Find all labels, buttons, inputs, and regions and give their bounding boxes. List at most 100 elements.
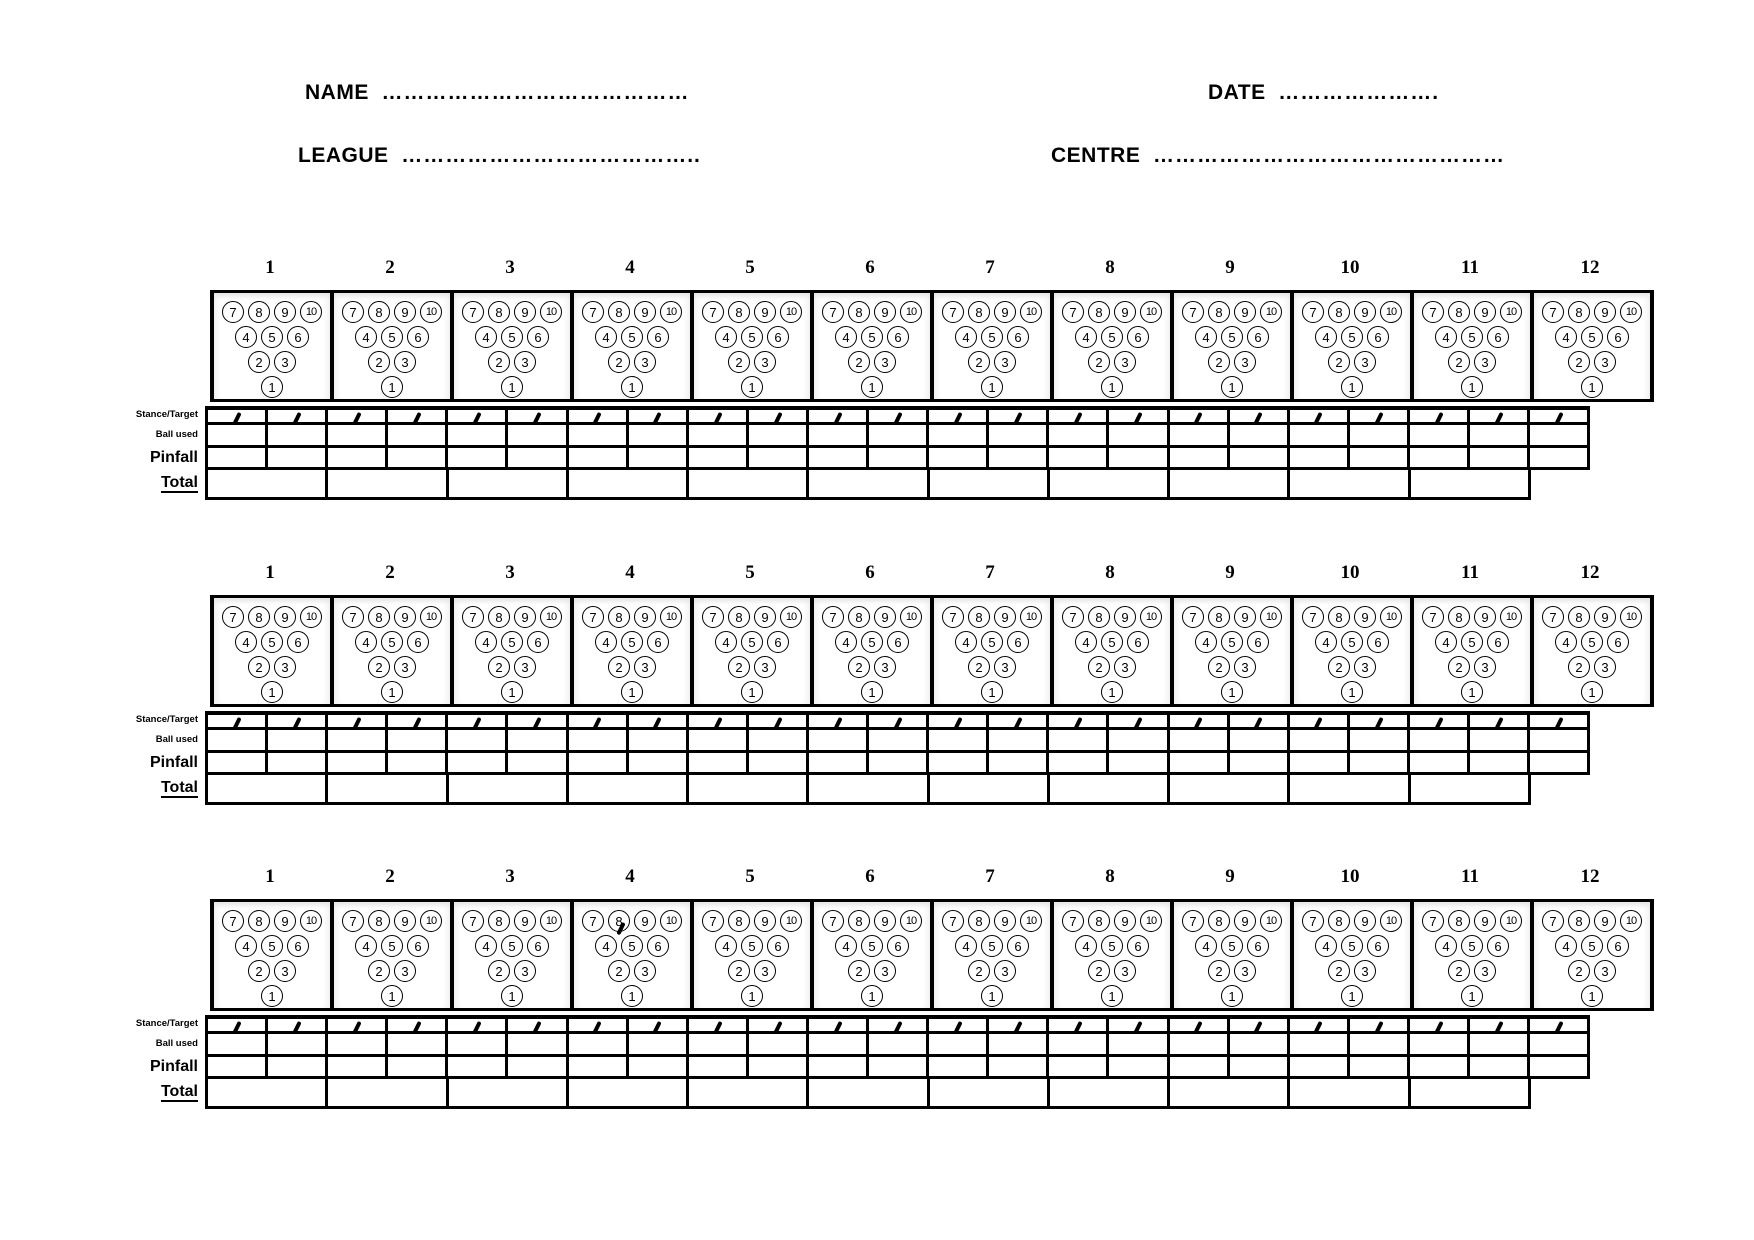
game-3-pinfall-cell [1109,1057,1170,1076]
game-1-ball-cell [989,425,1050,445]
game-3-stance-cell [208,1019,269,1035]
game-3-total-cell [1170,1079,1291,1106]
game-2-pinfall-row [205,750,1590,775]
pin-2-icon: 2 [968,960,990,982]
pin-6-icon: 6 [527,631,549,653]
pin-1-icon: 1 [261,376,283,398]
pin-9-icon: 9 [1114,606,1136,628]
game-1-frame-11-pin-diagram: 7 8 9 10 4 5 6 2 3 1 [1410,290,1530,402]
game-1-frame-6-number: 6 [865,257,875,278]
pin-9-icon: 9 [874,301,896,323]
game-3-pinfall-cell [208,1057,269,1076]
game-3-pinfall-cell [749,1057,809,1076]
game-2-stance-cell [869,715,930,731]
pin-5-icon: 5 [1101,935,1123,957]
pin-10-icon: 10 [1020,910,1042,932]
game-2-stance-cell [1170,715,1230,731]
pin-6-icon: 6 [767,631,789,653]
pin-5-icon: 5 [741,631,763,653]
game-1-ball-cell [629,425,689,445]
pin-row: 7 8 9 10 [1294,606,1410,628]
game-1-frame-1-number: 1 [265,257,275,278]
game-2-stance-cell [1109,715,1170,731]
game-3-pinfall-cell [268,1057,329,1076]
game-2-pinfall-cell [448,753,509,772]
pin-7-icon: 7 [462,301,484,323]
pin-6-icon: 6 [647,631,669,653]
pin-row: 1 [1414,376,1530,398]
pin-7-icon: 7 [462,910,484,932]
game-3-total-cell [689,1079,810,1106]
pin-2-icon: 2 [488,960,510,982]
pin-2-icon: 2 [488,351,510,373]
game-1-stance-cell [1410,410,1470,426]
pin-10-icon: 10 [1020,606,1042,628]
pin-1-icon: 1 [1581,376,1603,398]
pin-9-icon: 9 [394,606,416,628]
pin-8-icon: 8 [1328,301,1350,323]
game-2-ball-cell [569,730,629,750]
game-1-frames-row: 7 8 9 10 4 5 6 2 3 1 7 8 9 10 4 5 6 2 3 1 7 8 9 10 4 5 6 2 3 1 7 8 9 10 4 5… [210,290,1654,402]
pin-4-icon: 4 [835,935,857,957]
game-2-ball-cell [869,730,930,750]
game-2-pinfall-cell [1410,753,1470,772]
pin-6-icon: 6 [767,326,789,348]
game-2-pinfall-cell [689,753,749,772]
pin-5-icon: 5 [1101,631,1123,653]
pin-9-icon: 9 [514,301,536,323]
game-2-ball-cell [1049,730,1110,750]
game-3-stance-cell [1170,1019,1230,1035]
pin-6-icon: 6 [887,935,909,957]
game-1-pinfall-cell [809,448,870,467]
game-3-ball-label: Ball used [155,1038,198,1049]
game-1-ball-cell [1109,425,1170,445]
pin-9-icon: 9 [1594,301,1616,323]
game-3-ball-cell [809,1034,870,1054]
pin-1-icon: 1 [1341,985,1363,1007]
game-3-stance-cell [569,1019,629,1035]
pin-8-icon: 8 [1328,606,1350,628]
game-2-stance-cell [208,715,269,731]
game-3-total-cell [328,1079,449,1106]
game-3-ball-cell [569,1034,629,1054]
game-3-stance-cell [749,1019,809,1035]
game-2-stance-cell [1530,715,1587,731]
game-3-pinfall-cell [569,1057,629,1076]
pin-7-icon: 7 [1542,606,1564,628]
game-2-total-cell [208,775,329,802]
pin-3-icon: 3 [514,351,536,373]
game-1-stance-cell [1290,410,1350,426]
pin-10-icon: 10 [1500,301,1522,323]
pin-4-icon: 4 [1315,935,1337,957]
pin-2-icon: 2 [608,656,630,678]
game-1-frame-3-number: 3 [505,257,515,278]
pin-5-icon: 5 [741,935,763,957]
game-3-frame-2-number: 2 [385,866,395,887]
pin-10-icon: 10 [1020,301,1042,323]
pin-3-icon: 3 [994,656,1016,678]
pin-3-icon: 3 [1354,960,1376,982]
game-1-ball-cell [448,425,509,445]
centre-label: CENTRE [1051,144,1141,167]
pin-7-icon: 7 [1542,910,1564,932]
pin-10-icon: 10 [780,301,802,323]
pin-8-icon: 8 [1568,910,1590,932]
pin-1-icon: 1 [1461,985,1483,1007]
pin-3-icon: 3 [1234,656,1256,678]
game-2-ball-cell [448,730,509,750]
game-3-frame-6-number: 6 [865,866,875,887]
game-2-frame-7-number: 7 [985,562,995,583]
game-3-frame-10-number: 10 [1340,866,1360,887]
game-3-stance-cell [809,1019,870,1035]
pin-2-icon: 2 [1448,960,1470,982]
pin-6-icon: 6 [1007,935,1029,957]
game-1-total-cell [328,470,449,497]
pin-6-icon: 6 [1487,326,1509,348]
